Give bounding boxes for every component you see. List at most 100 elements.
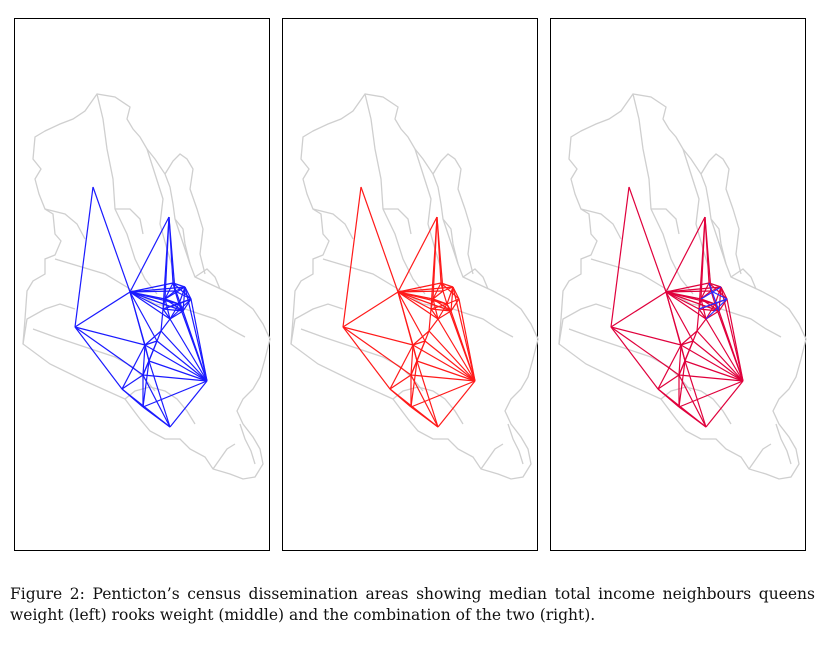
area-boundary — [290, 93, 539, 480]
neighbour-link — [628, 186, 667, 293]
figure-caption: Figure 2: Penticton’s census disseminati… — [10, 584, 815, 626]
neighbour-link — [678, 360, 686, 408]
neighbour-link — [440, 282, 460, 300]
neighbour-link — [397, 286, 454, 293]
neighbour-link — [129, 291, 166, 300]
neighbour-link — [657, 388, 707, 428]
neighbour-link — [432, 298, 448, 305]
area-boundary — [312, 208, 354, 240]
neighbour-link — [144, 330, 162, 346]
neighbour-link — [432, 290, 444, 300]
neighbour-link — [446, 298, 460, 305]
neighbour-link — [698, 298, 702, 310]
neighbour-link — [169, 303, 180, 320]
area-boundary — [44, 208, 86, 240]
area-boundary — [651, 208, 680, 235]
area-boundary — [364, 93, 426, 295]
neighbour-link — [610, 326, 682, 346]
neighbour-link — [424, 330, 430, 342]
neighbour-link — [430, 298, 434, 310]
neighbour-link — [680, 340, 694, 346]
neighbour-link — [142, 344, 146, 376]
neighbour-link — [416, 360, 439, 428]
area-boundary — [432, 153, 474, 275]
neighbour-link — [142, 340, 158, 376]
neighbour-link — [698, 308, 720, 312]
neighbour-link — [160, 308, 164, 332]
neighbour-link — [698, 298, 728, 310]
neighbour-link — [705, 318, 744, 382]
area-boundary — [146, 148, 176, 288]
neighbour-link — [610, 326, 659, 390]
neighbour-link — [446, 286, 454, 305]
neighbour-link — [342, 186, 362, 328]
area-boundary — [632, 93, 694, 295]
area-boundary — [322, 258, 514, 338]
neighbour-link — [410, 374, 439, 428]
neighbour-link — [74, 326, 146, 346]
neighbour-link — [397, 216, 438, 293]
area-boundary — [54, 258, 246, 338]
neighbour-link — [342, 326, 412, 376]
combined-weight-map-panel — [550, 18, 807, 551]
area-boundary — [96, 93, 158, 295]
area-boundary — [480, 443, 504, 470]
neighbour-link — [432, 298, 439, 320]
neighbour-link — [164, 282, 174, 300]
neighbour-link — [397, 291, 432, 310]
neighbour-link — [705, 303, 716, 320]
neighbour-link — [169, 318, 208, 382]
area-boundary — [462, 268, 489, 290]
neighbour-link — [129, 216, 170, 293]
area-boundary — [239, 423, 256, 465]
caption-label: Figure 2: — [10, 585, 85, 603]
neighbour-link — [714, 303, 744, 382]
neighbour-link — [142, 374, 171, 428]
neighbour-link — [700, 298, 716, 305]
neighbour-link — [160, 318, 171, 332]
neighbour-link — [437, 380, 476, 428]
neighbour-link — [92, 186, 131, 293]
neighbour-link — [432, 298, 452, 312]
neighbour-link — [430, 308, 439, 320]
neighbour-link — [121, 374, 144, 390]
neighbour-link — [698, 308, 707, 320]
area-boundary — [212, 443, 236, 470]
neighbour-link — [700, 298, 707, 320]
neighbour-link — [704, 216, 712, 292]
neighbour-link — [696, 318, 707, 332]
neighbour-link — [710, 290, 728, 300]
neighbour-link — [437, 318, 476, 382]
neighbour-link — [705, 298, 728, 320]
neighbour-link — [705, 380, 744, 428]
neighbour-link — [342, 326, 414, 346]
area-boundary — [392, 386, 464, 425]
boundary-layer — [558, 93, 807, 480]
neighbour-link — [430, 216, 438, 310]
neighbour-link — [342, 326, 391, 390]
neighbour-link — [412, 344, 418, 362]
neighbour-link — [164, 286, 186, 300]
neighbour-link — [148, 360, 208, 382]
neighbour-link — [665, 286, 722, 293]
neighbour-link — [172, 282, 184, 312]
neighbour-link — [450, 286, 454, 312]
area-boundary — [660, 386, 732, 425]
neighbour-link — [700, 286, 722, 300]
boundary-layer — [22, 93, 271, 480]
neighbour-link — [178, 303, 208, 382]
neighbour-link — [172, 282, 192, 300]
neighbour-link — [162, 298, 192, 310]
neighbour-link — [678, 374, 707, 428]
neighbour-link — [410, 344, 414, 376]
neighbour-link — [657, 374, 680, 390]
neighbour-link — [446, 303, 476, 382]
neighbour-link — [389, 388, 439, 428]
neighbour-link — [678, 344, 682, 376]
neighbour-link — [720, 286, 744, 382]
neighbour-link — [428, 308, 432, 332]
area-boundary — [290, 303, 344, 345]
neighbour-link — [74, 186, 94, 328]
neighbour-link — [708, 282, 720, 312]
neighbour-link — [156, 340, 208, 382]
